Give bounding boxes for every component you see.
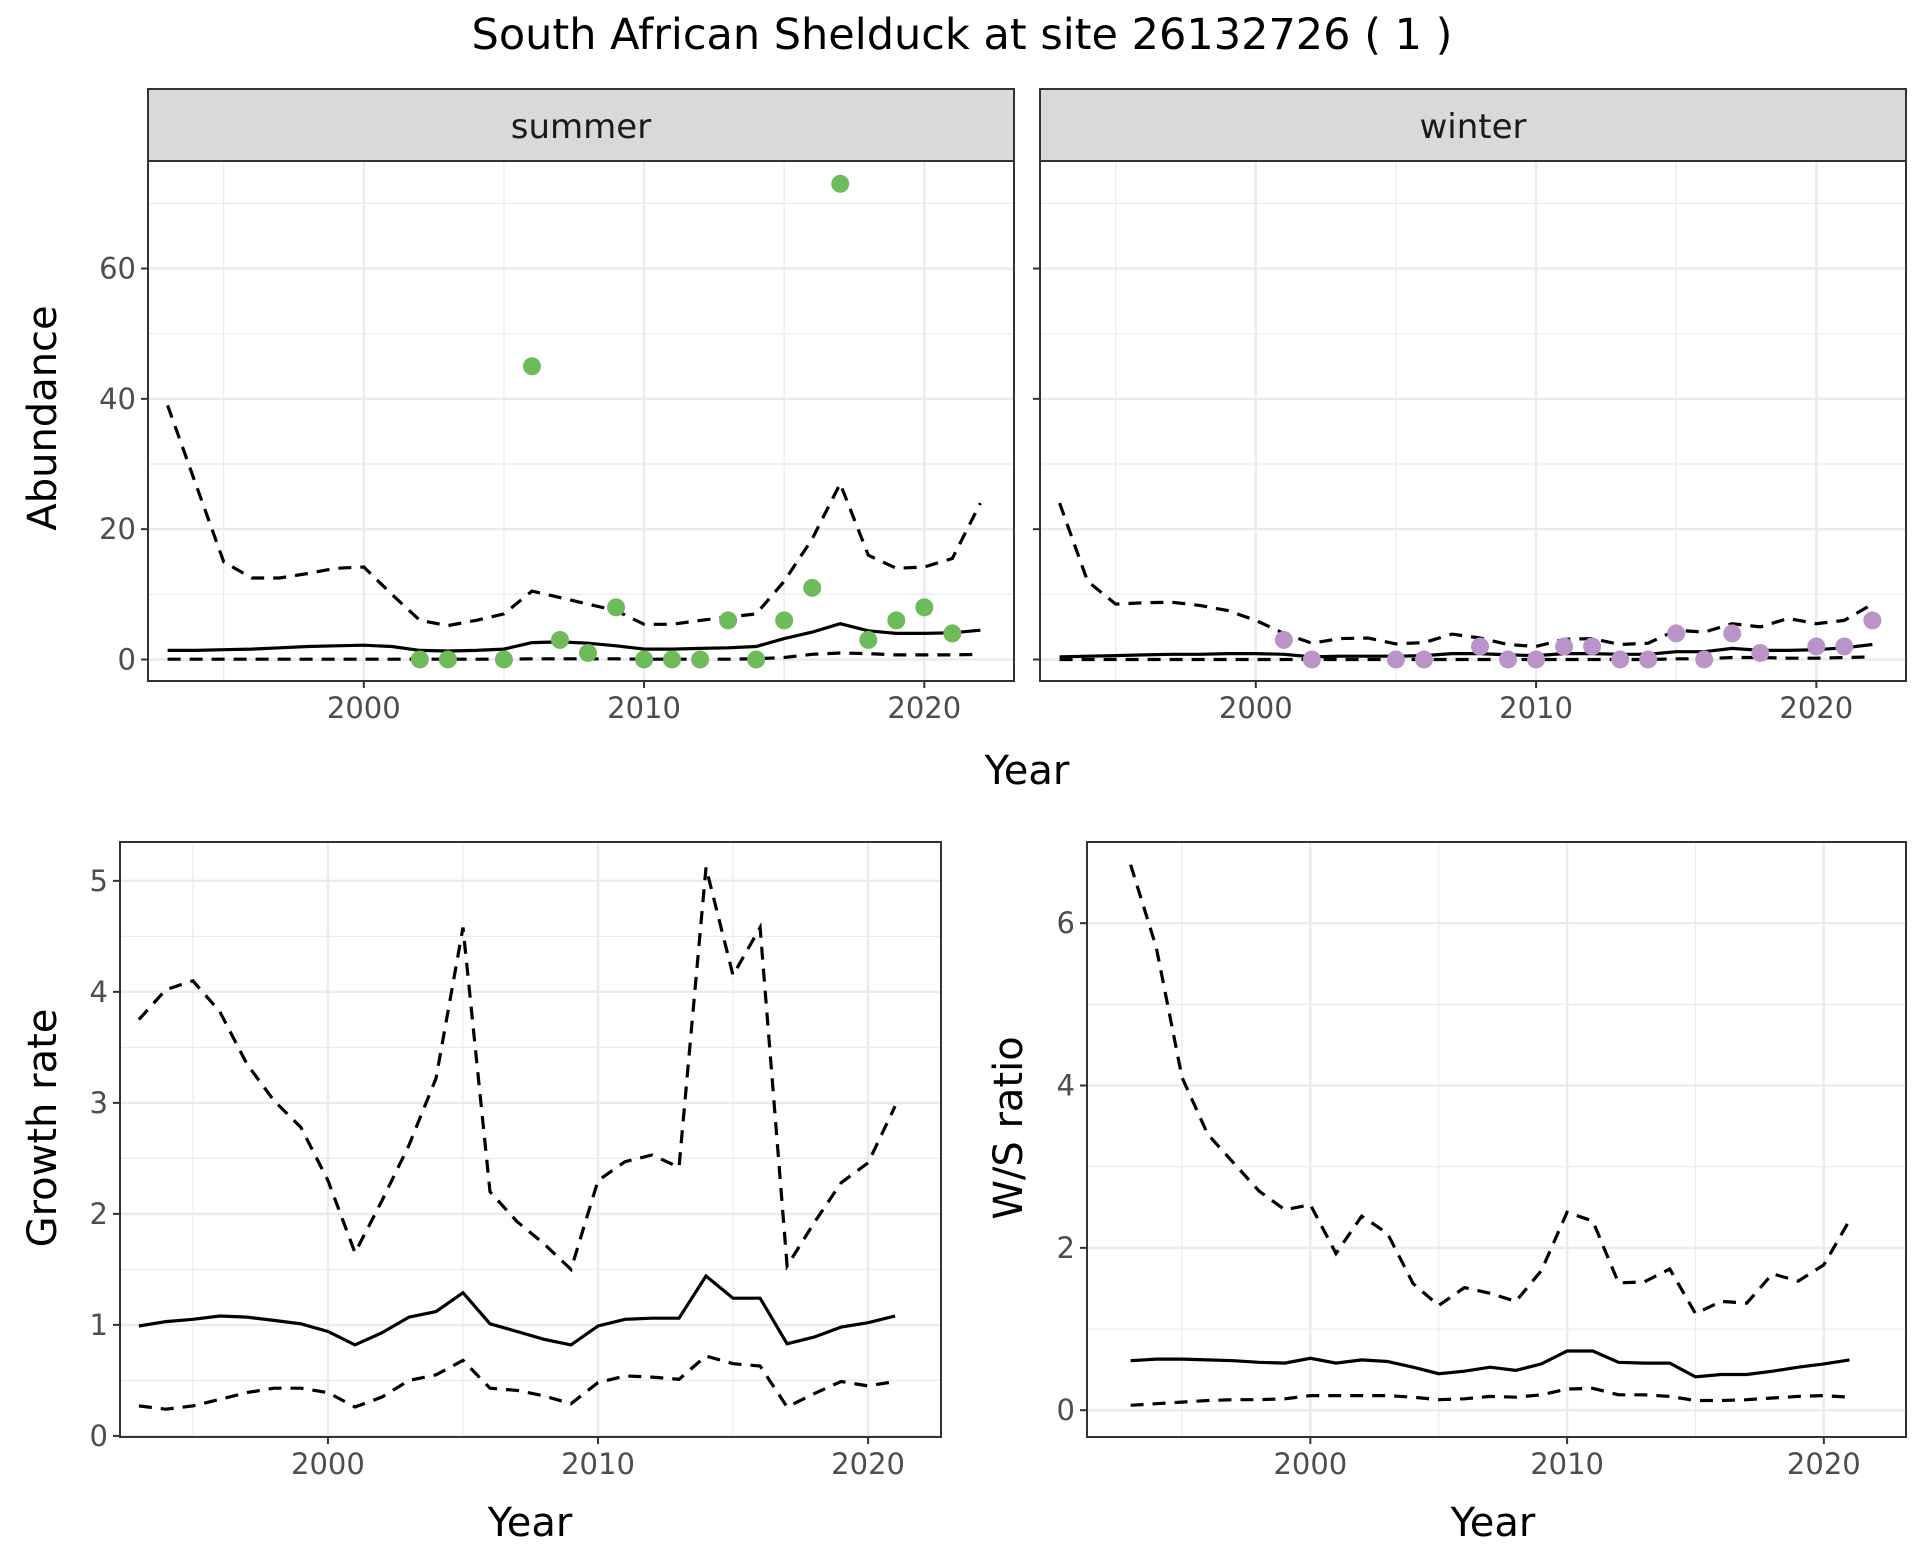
growth-rate-y-tick-label: 3: [90, 1086, 108, 1120]
winter-count-point: [1414, 650, 1433, 669]
abundance-y-axis-title: Abundance: [20, 305, 66, 530]
ws-ratio-panel: 2000 2010 2020 0 2 4 6: [1057, 841, 1907, 1481]
figure-title: South African Shelduck at site 26132726 …: [472, 10, 1453, 60]
winter-count-point: [1386, 650, 1405, 669]
winter-count-point: [1723, 624, 1742, 643]
winter-x-tick-label: 2010: [1499, 691, 1573, 725]
winter-count-point: [1863, 611, 1882, 630]
summer-count-point: [438, 650, 457, 669]
winter-plot-background: [1040, 161, 1906, 681]
winter-estimate-line: [1059, 642, 1873, 659]
summer-count-point: [663, 650, 682, 669]
summer-count-point: [943, 624, 962, 643]
summer-count-point: [775, 611, 794, 630]
summer-count-point: [550, 630, 569, 649]
summer-count-point: [803, 578, 822, 597]
summer-strip-label: summer: [511, 107, 651, 147]
summer-y-tick-label: 40: [99, 382, 136, 416]
ws-ratio-estimate-line: [1130, 1349, 1850, 1379]
winter-count-point: [1695, 650, 1714, 669]
winter-count-point: [1302, 650, 1321, 669]
growth-rate-x-tick-label: 2000: [291, 1447, 365, 1481]
winter-count-point: [1751, 643, 1770, 662]
ws-ratio-plot-background: [1087, 842, 1906, 1437]
growth-rate-upper-bound-line: [137, 867, 897, 1273]
winter-count-point: [1555, 637, 1574, 656]
ws-ratio-y-axis-title: W/S ratio: [986, 1036, 1032, 1219]
winter-count-point: [1471, 637, 1490, 656]
summer-upper-bound-line: [166, 404, 982, 628]
summer-count-point: [410, 650, 429, 669]
summer-count-point: [607, 598, 626, 617]
growth-rate-estimate-line: [138, 1273, 896, 1347]
summer-abundance-panel: summer 2000 2010 2020 0 20 40 60: [99, 88, 1015, 725]
ws-ratio-upper-bound-line: [1129, 864, 1851, 1316]
ws-ratio-y-tick-label: 4: [1057, 1069, 1075, 1103]
winter-count-point: [1807, 637, 1826, 656]
summer-count-point: [747, 650, 766, 669]
winter-count-point: [1527, 650, 1546, 669]
summer-count-point: [635, 650, 654, 669]
summer-lower-bound-line: [167, 651, 981, 661]
abundance-x-axis-title: Year: [984, 748, 1070, 794]
summer-panel-border: [147, 160, 1015, 682]
summer-count-point: [579, 643, 598, 662]
summer-strip: [147, 88, 1015, 162]
growth-rate-x-tick-label: 2010: [561, 1447, 635, 1481]
growth-rate-panel: 2000 2010 2020 0 1 2 3 4 5: [90, 841, 942, 1481]
growth-rate-y-tick-label: 2: [90, 1197, 108, 1231]
winter-abundance-panel: winter 2000 2010 2020: [1033, 88, 1907, 725]
summer-count-point: [719, 611, 738, 630]
summer-y-tick-label: 20: [99, 512, 136, 546]
growth-rate-y-axis-title: Growth rate: [20, 1009, 66, 1248]
winter-panel-border: [1039, 160, 1907, 682]
winter-count-point: [1499, 650, 1518, 669]
ws-ratio-lower-bound-line: [1130, 1386, 1850, 1407]
growth-rate-lower-bound-line: [138, 1354, 896, 1411]
winter-strip-label: winter: [1419, 107, 1526, 147]
summer-count-point: [915, 598, 934, 617]
winter-lower-bound-line: [1059, 655, 1873, 662]
winter-x-tick-label: 2000: [1219, 691, 1293, 725]
ws-ratio-y-tick-label: 0: [1057, 1393, 1075, 1427]
summer-count-point: [522, 357, 541, 376]
summer-y-tick-label: 0: [118, 642, 136, 676]
ws-ratio-y-tick-label: 2: [1057, 1231, 1075, 1265]
summer-x-tick-label: 2000: [327, 691, 401, 725]
growth-rate-x-axis-title: Year: [487, 1500, 573, 1546]
summer-count-point: [494, 650, 513, 669]
ws-ratio-x-tick-label: 2010: [1530, 1447, 1604, 1481]
ws-ratio-panel-border: [1086, 841, 1907, 1438]
winter-count-point: [1835, 637, 1854, 656]
summer-x-tick-label: 2020: [887, 691, 961, 725]
growth-rate-y-tick-label: 5: [90, 864, 108, 898]
ws-ratio-x-tick-label: 2020: [1787, 1447, 1861, 1481]
growth-rate-panel-border: [119, 841, 942, 1438]
winter-count-point: [1274, 630, 1293, 649]
ws-ratio-y-tick-label: 6: [1057, 906, 1075, 940]
winter-count-point: [1639, 650, 1658, 669]
summer-x-tick-label: 2010: [607, 691, 681, 725]
summer-count-point: [831, 174, 850, 193]
summer-count-point: [691, 650, 710, 669]
growth-rate-x-tick-label: 2020: [831, 1447, 905, 1481]
winter-count-point: [1611, 650, 1630, 669]
summer-y-tick-label: 60: [99, 252, 136, 286]
ws-ratio-x-axis-title: Year: [1450, 1500, 1536, 1546]
winter-count-point: [1583, 637, 1602, 656]
growth-rate-plot-background: [120, 842, 941, 1437]
winter-upper-bound-line: [1058, 502, 1874, 649]
winter-strip: [1039, 88, 1907, 162]
winter-count-point: [1667, 624, 1686, 643]
growth-rate-y-tick-label: 0: [90, 1419, 108, 1453]
ws-ratio-x-tick-label: 2000: [1273, 1447, 1347, 1481]
growth-rate-y-tick-label: 4: [90, 975, 108, 1009]
growth-rate-y-tick-label: 1: [90, 1308, 108, 1342]
summer-count-point: [887, 611, 906, 630]
summer-estimate-line: [167, 622, 981, 653]
summer-count-point: [859, 630, 878, 649]
winter-x-tick-label: 2020: [1779, 691, 1853, 725]
